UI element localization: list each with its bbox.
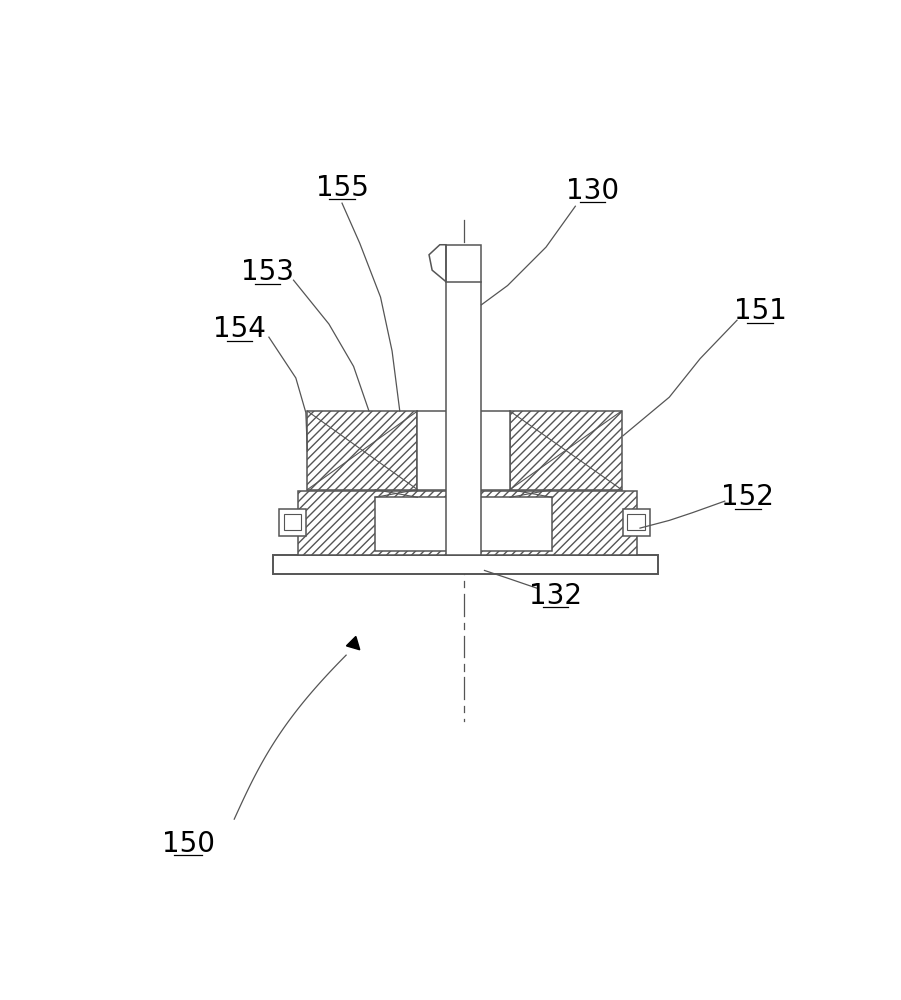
Bar: [417, 411, 510, 490]
Bar: [510, 411, 622, 490]
Text: 155: 155: [315, 174, 369, 202]
Bar: [298, 491, 637, 555]
Bar: [623, 509, 650, 536]
Text: 132: 132: [529, 582, 582, 610]
Text: 130: 130: [566, 177, 619, 205]
Text: 151: 151: [733, 297, 787, 325]
Text: 154: 154: [214, 315, 266, 343]
Text: 152: 152: [722, 483, 774, 511]
Bar: [279, 509, 305, 536]
Bar: [307, 411, 417, 490]
Bar: [446, 245, 481, 555]
Bar: [285, 514, 301, 530]
Text: 153: 153: [241, 258, 294, 286]
Bar: [627, 514, 644, 530]
Bar: [375, 497, 552, 551]
Bar: [273, 555, 658, 574]
Text: 150: 150: [161, 830, 214, 858]
Polygon shape: [347, 636, 359, 650]
